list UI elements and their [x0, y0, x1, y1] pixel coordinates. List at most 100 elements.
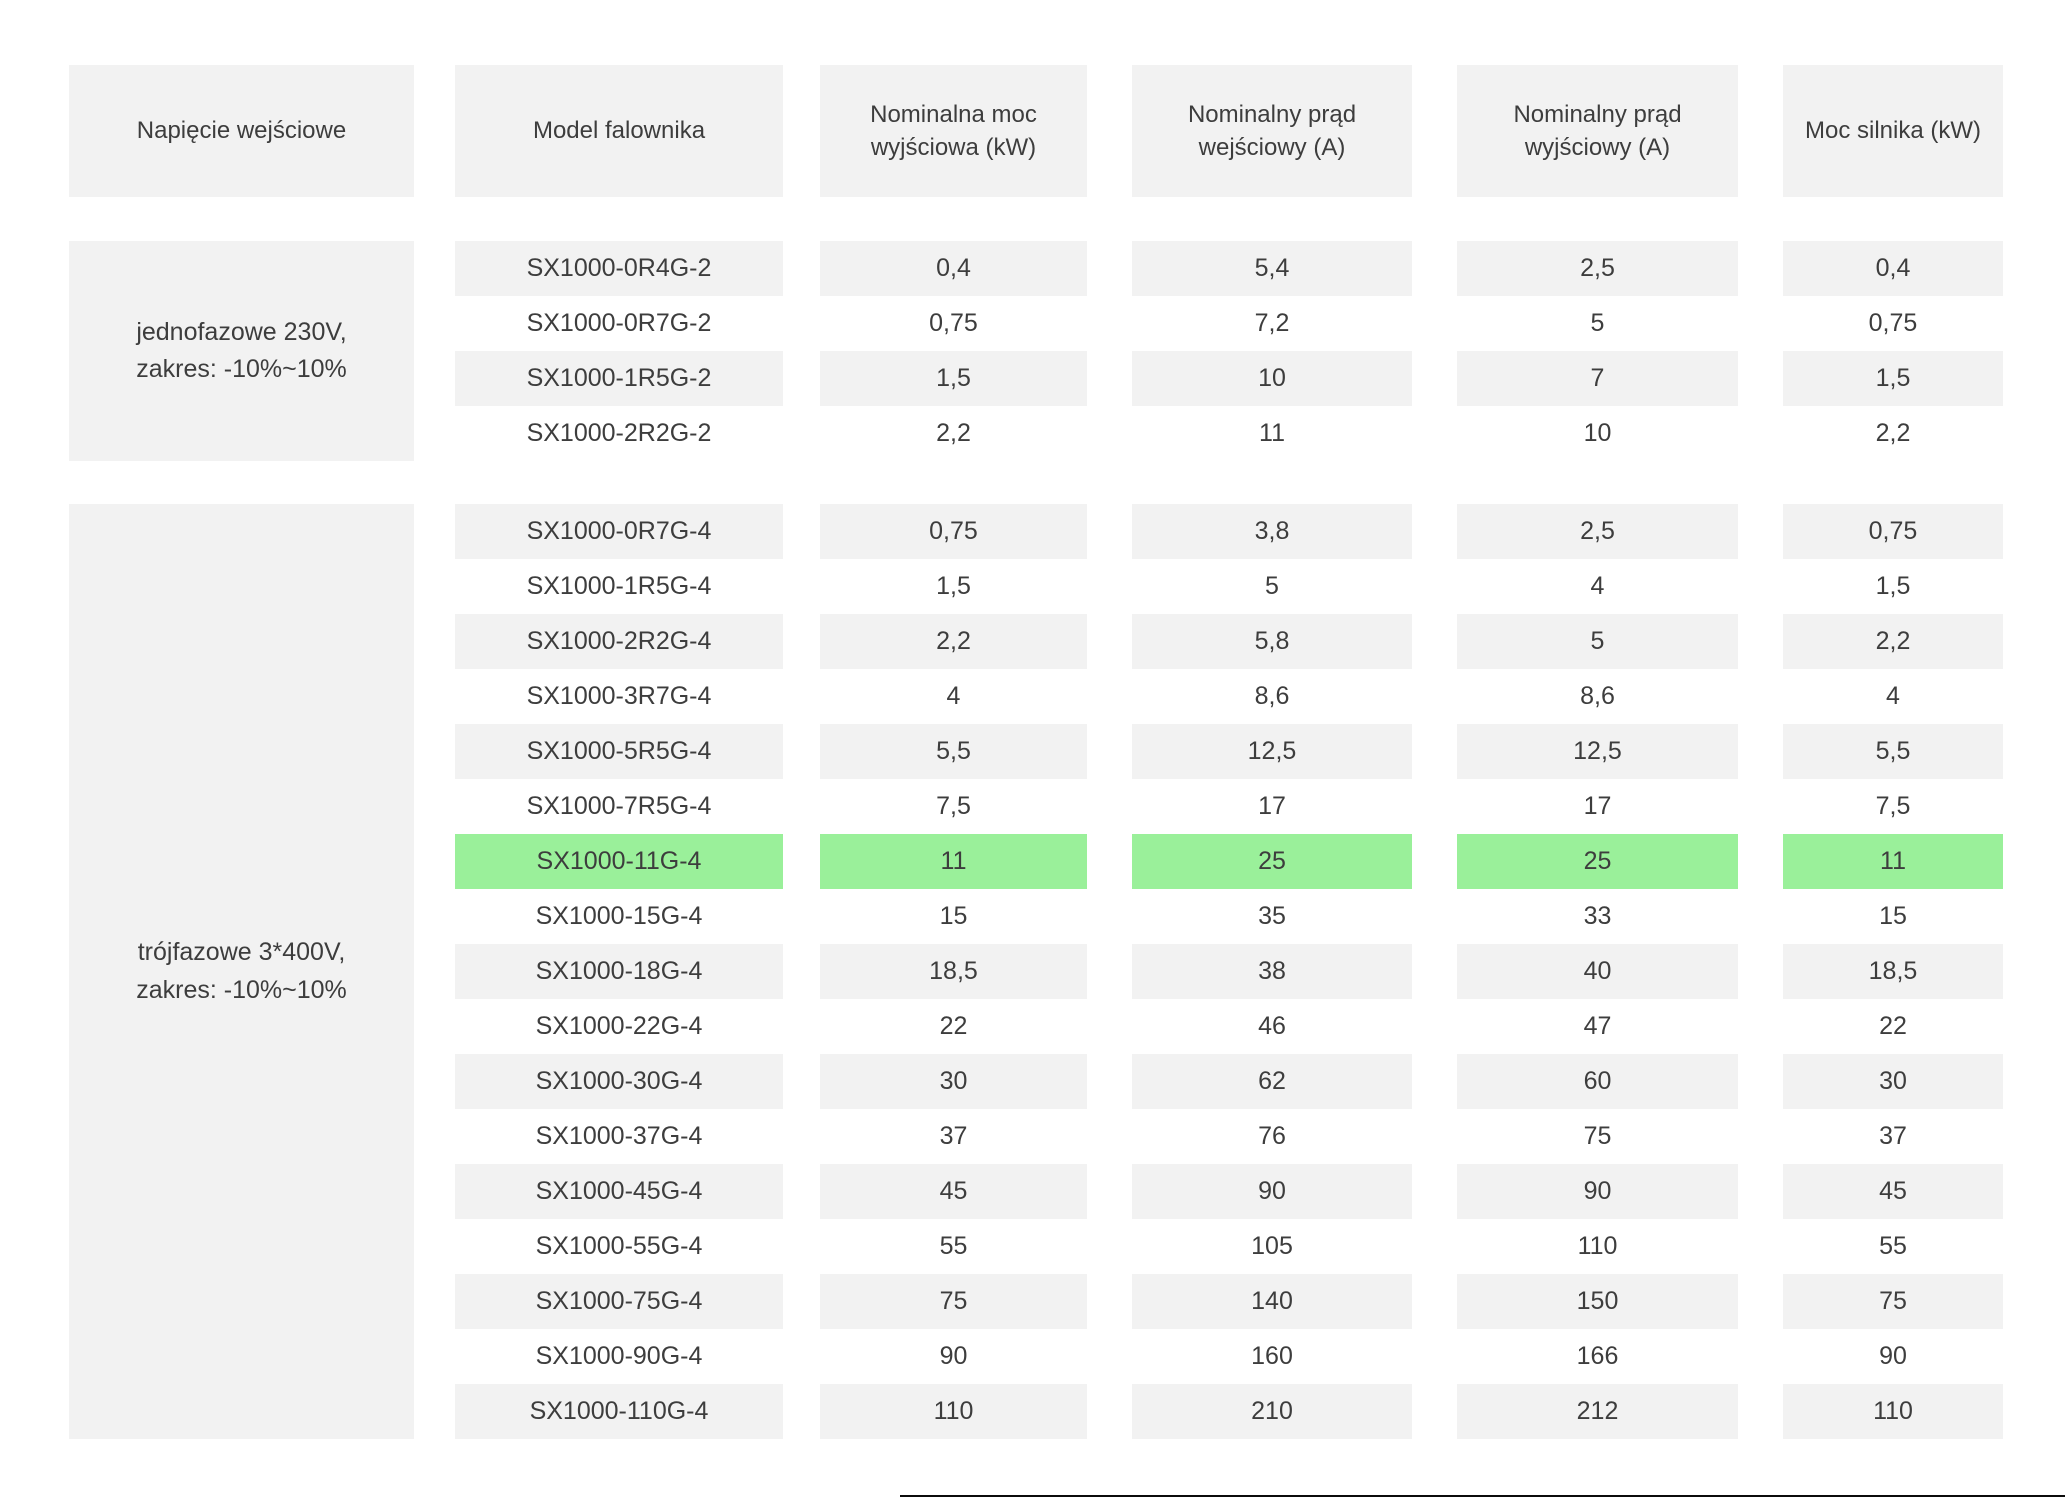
table-header-row: Napięcie wejściowe Model falownika Nomin…	[69, 65, 2003, 197]
motor-power-cell: 30	[1783, 1054, 2003, 1109]
output-power-cell: 75	[820, 1274, 1087, 1329]
table-row: SX1000-37G-4 37 76 75 37	[455, 1109, 2003, 1164]
output-current-cell: 25	[1457, 834, 1738, 889]
model-cell: SX1000-2R2G-2	[526, 419, 712, 447]
header-output-current: Nominalny prąd wyjściowy (A)	[1457, 65, 1738, 197]
output-current-cell: 2,5	[1457, 241, 1738, 296]
motor-power-cell: 18,5	[1783, 944, 2003, 999]
voltage-group-label: trójfazowe 3*400V, zakres: -10%~10%	[69, 504, 414, 1439]
voltage-group-label: jednofazowe 230V, zakres: -10%~10%	[69, 241, 414, 461]
header-input-current: Nominalny prąd wejściowy (A)	[1132, 65, 1412, 197]
input-current-cell: 17	[1258, 792, 1286, 820]
input-current-cell: 11	[1259, 419, 1285, 447]
output-current-cell: 17	[1583, 792, 1612, 820]
table-row: SX1000-5R5G-4 5,5 12,5 12,5 5,5	[455, 724, 2003, 779]
input-current-cell: 62	[1132, 1054, 1412, 1109]
table-row: SX1000-30G-4 30 62 60 30	[455, 1054, 2003, 1109]
output-power-cell: 55	[939, 1232, 968, 1260]
input-current-cell: 140	[1132, 1274, 1412, 1329]
model-cell: SX1000-75G-4	[455, 1274, 783, 1329]
output-power-cell: 1,5	[820, 351, 1087, 406]
output-current-cell: 5	[1457, 614, 1738, 669]
voltage-group-single-phase: jednofazowe 230V, zakres: -10%~10% SX100…	[69, 241, 2003, 461]
table-row: SX1000-1R5G-4 1,5 5 4 1,5	[455, 559, 2003, 614]
model-cell: SX1000-1R5G-2	[455, 351, 783, 406]
motor-power-cell: 5,5	[1783, 724, 2003, 779]
model-cell: SX1000-110G-4	[455, 1384, 783, 1439]
input-current-cell: 90	[1132, 1164, 1412, 1219]
motor-power-cell: 45	[1783, 1164, 2003, 1219]
table-row: SX1000-75G-4 75 140 150 75	[455, 1274, 2003, 1329]
motor-power-cell: 110	[1783, 1384, 2003, 1439]
output-current-cell: 47	[1583, 1012, 1612, 1040]
model-cell: SX1000-18G-4	[455, 944, 783, 999]
output-power-cell: 2,2	[936, 419, 971, 447]
motor-power-cell: 1,5	[1875, 572, 1911, 600]
table-row: SX1000-2R2G-4 2,2 5,8 5 2,2	[455, 614, 2003, 669]
input-current-cell: 10	[1132, 351, 1412, 406]
table-row: SX1000-0R7G-4 0,75 3,8 2,5 0,75	[455, 504, 2003, 559]
table-row: SX1000-1R5G-2 1,5 10 7 1,5	[455, 351, 2003, 406]
output-power-cell: 18,5	[820, 944, 1087, 999]
table-row: SX1000-110G-4 110 210 212 110	[455, 1384, 2003, 1439]
model-cell: SX1000-22G-4	[535, 1012, 703, 1040]
output-power-cell: 110	[820, 1384, 1087, 1439]
output-current-cell: 10	[1583, 419, 1612, 447]
output-power-cell: 15	[939, 902, 968, 930]
voltage-group-three-phase: trójfazowe 3*400V, zakres: -10%~10% SX10…	[69, 504, 2003, 1439]
input-current-cell: 5	[1265, 572, 1279, 600]
model-cell: SX1000-7R5G-4	[526, 792, 712, 820]
output-current-cell: 2,5	[1457, 504, 1738, 559]
input-current-cell: 35	[1258, 902, 1286, 930]
output-current-cell: 33	[1583, 902, 1612, 930]
motor-power-cell: 0,75	[1783, 504, 2003, 559]
model-cell: SX1000-37G-4	[535, 1122, 703, 1150]
output-power-cell: 30	[820, 1054, 1087, 1109]
model-cell: SX1000-30G-4	[455, 1054, 783, 1109]
input-current-cell: 5,8	[1132, 614, 1412, 669]
input-current-cell: 38	[1132, 944, 1412, 999]
output-current-cell: 12,5	[1457, 724, 1738, 779]
output-power-cell: 7,5	[936, 792, 971, 820]
group-rows: SX1000-0R7G-4 0,75 3,8 2,5 0,75 SX1000-1…	[455, 504, 2003, 1439]
motor-power-cell: 2,2	[1783, 614, 2003, 669]
model-cell: SX1000-5R5G-4	[455, 724, 783, 779]
output-power-cell: 0,75	[929, 309, 978, 337]
output-current-cell: 40	[1457, 944, 1738, 999]
model-cell: SX1000-1R5G-4	[526, 572, 712, 600]
input-current-cell: 12,5	[1132, 724, 1412, 779]
output-power-cell: 5,5	[820, 724, 1087, 779]
inverter-spec-table: Napięcie wejściowe Model falownika Nomin…	[69, 65, 2003, 1439]
model-cell: SX1000-55G-4	[535, 1232, 703, 1260]
header-motor-power: Moc silnika (kW)	[1783, 65, 2003, 197]
output-current-cell: 110	[1577, 1232, 1618, 1260]
motor-power-cell: 37	[1879, 1122, 1907, 1150]
model-cell: SX1000-45G-4	[455, 1164, 783, 1219]
output-power-cell: 90	[939, 1342, 968, 1370]
input-current-cell: 210	[1132, 1384, 1412, 1439]
table-row: SX1000-11G-4 11 25 25 11	[455, 834, 2003, 889]
output-power-cell: 22	[939, 1012, 968, 1040]
output-power-cell: 37	[939, 1122, 968, 1150]
motor-power-cell: 7,5	[1875, 792, 1911, 820]
motor-power-cell: 75	[1783, 1274, 2003, 1329]
output-current-cell: 75	[1583, 1122, 1612, 1150]
motor-power-cell: 1,5	[1783, 351, 2003, 406]
header-input-voltage: Napięcie wejściowe	[69, 65, 414, 197]
model-cell: SX1000-2R2G-4	[455, 614, 783, 669]
input-current-cell: 5,4	[1132, 241, 1412, 296]
motor-power-cell: 0,4	[1783, 241, 2003, 296]
motor-power-cell: 15	[1879, 902, 1907, 930]
motor-power-cell: 11	[1783, 834, 2003, 889]
model-cell: SX1000-0R4G-2	[455, 241, 783, 296]
output-power-cell: 2,2	[820, 614, 1087, 669]
header-output-power: Nominalna moc wyjściowa (kW)	[820, 65, 1087, 197]
motor-power-cell: 22	[1879, 1012, 1907, 1040]
output-power-cell: 4	[946, 682, 961, 710]
input-current-cell: 3,8	[1132, 504, 1412, 559]
table-row: SX1000-45G-4 45 90 90 45	[455, 1164, 2003, 1219]
output-current-cell: 5	[1590, 309, 1605, 337]
input-current-cell: 105	[1251, 1232, 1293, 1260]
input-current-cell: 8,6	[1254, 682, 1290, 710]
output-current-cell: 212	[1457, 1384, 1738, 1439]
